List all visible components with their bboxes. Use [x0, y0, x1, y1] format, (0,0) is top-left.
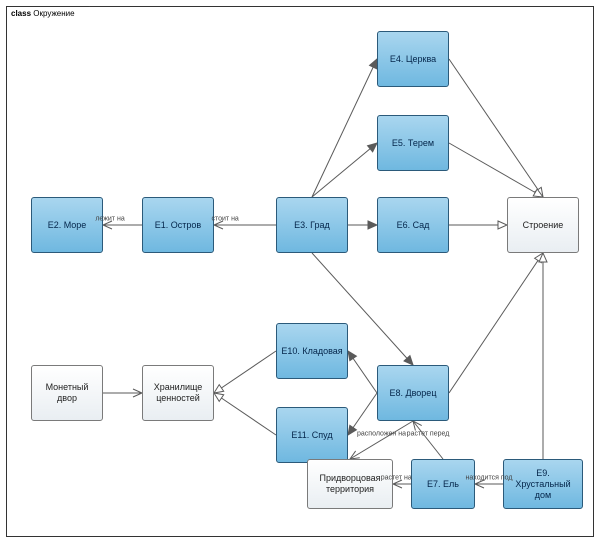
node-label: Е6. Сад [397, 220, 430, 231]
diagram-stage: Е2. Море Е1. Остров Е3. Град Е4. Церква Е5. … [7, 7, 593, 536]
node-label: Е3. Град [294, 220, 330, 231]
node-e4_cerkva[interactable]: Е4. Церква [377, 31, 449, 87]
edge [449, 59, 543, 197]
node-label: Строение [523, 220, 564, 231]
node-e6_sad[interactable]: Е6. Сад [377, 197, 449, 253]
node-label: Е2. Море [48, 220, 87, 231]
node-label: Е7. Ель [427, 479, 459, 490]
edge [312, 59, 377, 197]
node-label: Придворцовая территория [312, 473, 388, 495]
edge [312, 143, 377, 197]
node-e1_ostrov[interactable]: Е1. Остров [142, 197, 214, 253]
edge [449, 253, 543, 393]
node-label: Е8. Дворец [390, 388, 437, 399]
node-label: Е11. Спуд [291, 430, 332, 441]
node-e3_grad[interactable]: Е3. Град [276, 197, 348, 253]
node-e10_klad[interactable]: Е10. Кладовая [276, 323, 348, 379]
node-e11_spud[interactable]: Е11. Спуд [276, 407, 348, 463]
edge [413, 421, 443, 459]
node-hran_cen[interactable]: Хранилище ценностей [142, 365, 214, 421]
node-stroenie[interactable]: Строение [507, 197, 579, 253]
node-label: Е9. Хрустальный дом [508, 468, 578, 501]
diagram-frame: class Окружение Е2. МореЕ1. ОстровЕ3. Гр… [6, 6, 594, 537]
node-label: Е1. Остров [155, 220, 201, 231]
edge [350, 421, 413, 459]
node-pridv_terr[interactable]: Придворцовая территория [307, 459, 393, 509]
edge [348, 351, 377, 393]
node-label: Е4. Церква [390, 54, 436, 65]
node-mon_dvor[interactable]: Монетный двор [31, 365, 103, 421]
node-label: Хранилище ценностей [147, 382, 209, 404]
node-e5_terem[interactable]: Е5. Терем [377, 115, 449, 171]
node-e2_more[interactable]: Е2. Море [31, 197, 103, 253]
edge [214, 393, 276, 435]
node-label: Е5. Терем [392, 138, 434, 149]
edge-label: растет перед [407, 431, 450, 438]
node-label: Е10. Кладовая [281, 346, 342, 357]
edge [348, 393, 377, 435]
node-e8_dvorec[interactable]: Е8. Дворец [377, 365, 449, 421]
edge [214, 351, 276, 393]
node-e9_hrdom[interactable]: Е9. Хрустальный дом [503, 459, 583, 509]
edge-label: расположен на [357, 431, 406, 438]
node-e7_el[interactable]: Е7. Ель [411, 459, 475, 509]
node-label: Монетный двор [36, 382, 98, 404]
edge-label: стоит на [211, 216, 238, 223]
edge [449, 143, 543, 197]
